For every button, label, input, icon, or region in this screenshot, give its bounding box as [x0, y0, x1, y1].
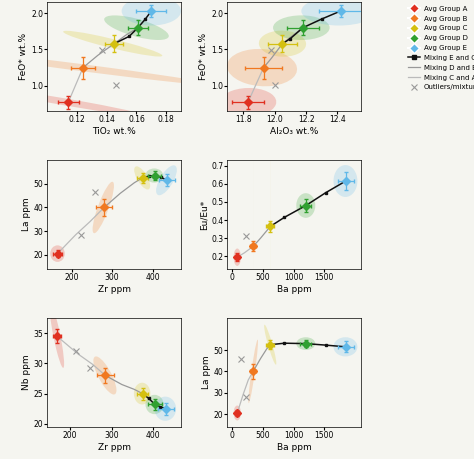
Y-axis label: FeO* wt.%: FeO* wt.% — [200, 33, 209, 80]
Ellipse shape — [134, 383, 150, 404]
Legend: Avg Group A, Avg Group B, Avg Group C, Avg Group D, Avg Group E, Mixing E and C,: Avg Group A, Avg Group B, Avg Group C, A… — [408, 6, 474, 90]
Ellipse shape — [146, 168, 163, 183]
X-axis label: Al₂O₃ wt.%: Al₂O₃ wt.% — [270, 127, 319, 136]
Ellipse shape — [248, 340, 258, 403]
Ellipse shape — [63, 31, 163, 56]
Ellipse shape — [92, 182, 114, 233]
X-axis label: Ba ppm: Ba ppm — [277, 285, 311, 294]
Ellipse shape — [0, 89, 147, 117]
Ellipse shape — [219, 88, 276, 117]
Y-axis label: La ppm: La ppm — [22, 198, 31, 231]
X-axis label: Zr ppm: Zr ppm — [98, 285, 131, 294]
Ellipse shape — [259, 31, 306, 57]
Y-axis label: La ppm: La ppm — [202, 356, 211, 389]
Ellipse shape — [273, 15, 329, 40]
Ellipse shape — [264, 325, 276, 365]
Ellipse shape — [156, 165, 177, 195]
Ellipse shape — [301, 0, 377, 26]
X-axis label: Zr ppm: Zr ppm — [98, 443, 131, 452]
Ellipse shape — [334, 165, 357, 197]
Ellipse shape — [264, 0, 276, 459]
Ellipse shape — [122, 0, 181, 26]
Y-axis label: Nb ppm: Nb ppm — [22, 355, 31, 390]
Ellipse shape — [155, 397, 176, 421]
Ellipse shape — [104, 16, 169, 40]
X-axis label: TiO₂ wt.%: TiO₂ wt.% — [92, 127, 136, 136]
Ellipse shape — [134, 166, 150, 190]
Y-axis label: FeO* wt.%: FeO* wt.% — [19, 33, 28, 80]
Ellipse shape — [296, 337, 315, 350]
Y-axis label: Eu/Eu*: Eu/Eu* — [200, 200, 209, 230]
Ellipse shape — [50, 304, 64, 368]
Ellipse shape — [234, 248, 241, 266]
Ellipse shape — [227, 49, 297, 86]
Ellipse shape — [0, 50, 216, 85]
Ellipse shape — [334, 337, 357, 357]
X-axis label: Ba ppm: Ba ppm — [277, 443, 311, 452]
Ellipse shape — [248, 0, 258, 459]
Ellipse shape — [93, 356, 117, 395]
Ellipse shape — [50, 246, 65, 262]
Ellipse shape — [234, 405, 241, 420]
Ellipse shape — [146, 395, 164, 414]
Ellipse shape — [296, 193, 315, 218]
